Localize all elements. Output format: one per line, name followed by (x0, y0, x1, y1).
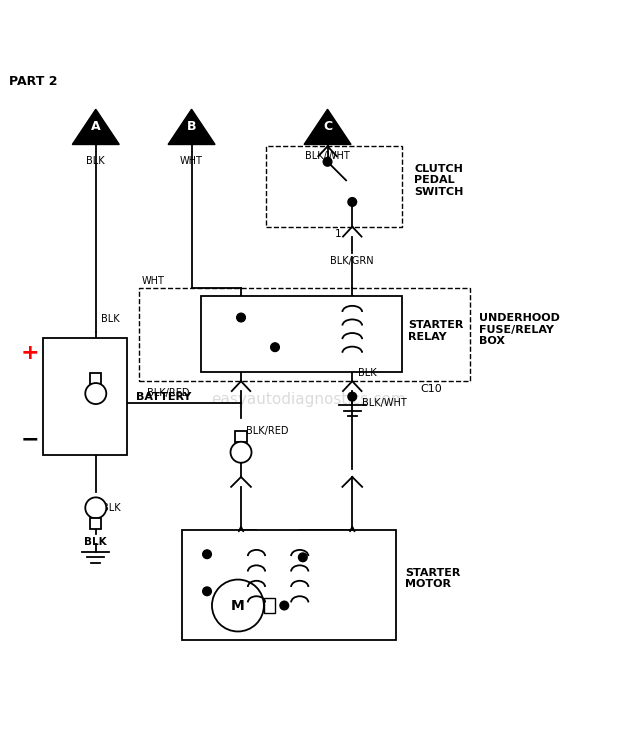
Text: −: − (20, 430, 39, 450)
Bar (235, 431, 247, 442)
Bar (90, 518, 101, 529)
Circle shape (271, 343, 279, 352)
Bar (264, 598, 275, 613)
Text: C10: C10 (420, 383, 442, 394)
Text: UNDERHOOD
FUSE/RELAY
BOX: UNDERHOOD FUSE/RELAY BOX (479, 314, 560, 346)
Text: BLK/RED: BLK/RED (147, 388, 190, 398)
Text: BLK: BLK (101, 314, 119, 325)
Circle shape (280, 602, 289, 610)
Text: M: M (231, 598, 245, 613)
Polygon shape (304, 110, 351, 145)
Text: WHT: WHT (142, 276, 165, 286)
Text: +: + (20, 344, 39, 363)
Circle shape (85, 497, 106, 518)
Text: CLUTCH
PEDAL
SWITCH: CLUTCH PEDAL SWITCH (414, 164, 464, 197)
Circle shape (348, 198, 357, 206)
Text: easyautodiagnostics.com: easyautodiagnostics.com (211, 392, 407, 407)
Text: STARTER
MOTOR: STARTER MOTOR (405, 568, 460, 589)
Text: BLK/WHT: BLK/WHT (305, 152, 350, 161)
Text: C: C (323, 120, 332, 134)
Text: BLK: BLK (358, 368, 377, 378)
Text: BLK/GRN: BLK/GRN (331, 256, 374, 266)
Text: BATTERY: BATTERY (136, 392, 192, 402)
Circle shape (212, 580, 264, 632)
Text: B: B (187, 120, 197, 134)
Circle shape (231, 442, 252, 463)
Text: PART 2: PART 2 (9, 75, 57, 88)
Text: BLK: BLK (85, 537, 107, 547)
Text: BLK/RED: BLK/RED (246, 426, 289, 436)
Text: BLK: BLK (102, 503, 121, 513)
Text: A: A (91, 120, 101, 134)
Circle shape (85, 383, 106, 404)
Bar (182, 530, 396, 640)
Text: BLK/WHT: BLK/WHT (362, 398, 406, 409)
Bar (43, 338, 127, 455)
Text: WHT: WHT (180, 155, 203, 166)
Circle shape (203, 550, 211, 559)
Text: BLK: BLK (87, 155, 105, 166)
Circle shape (323, 158, 332, 166)
Polygon shape (72, 110, 119, 145)
Text: 1: 1 (334, 229, 341, 238)
Circle shape (203, 587, 211, 596)
Bar (90, 373, 101, 384)
Circle shape (298, 553, 307, 562)
Circle shape (237, 314, 245, 322)
Bar (266, 146, 402, 226)
Bar (139, 289, 470, 381)
Polygon shape (168, 110, 215, 145)
Circle shape (348, 392, 357, 401)
Bar (201, 296, 402, 372)
Text: 2: 2 (310, 135, 316, 145)
Text: STARTER
RELAY: STARTER RELAY (408, 320, 464, 341)
